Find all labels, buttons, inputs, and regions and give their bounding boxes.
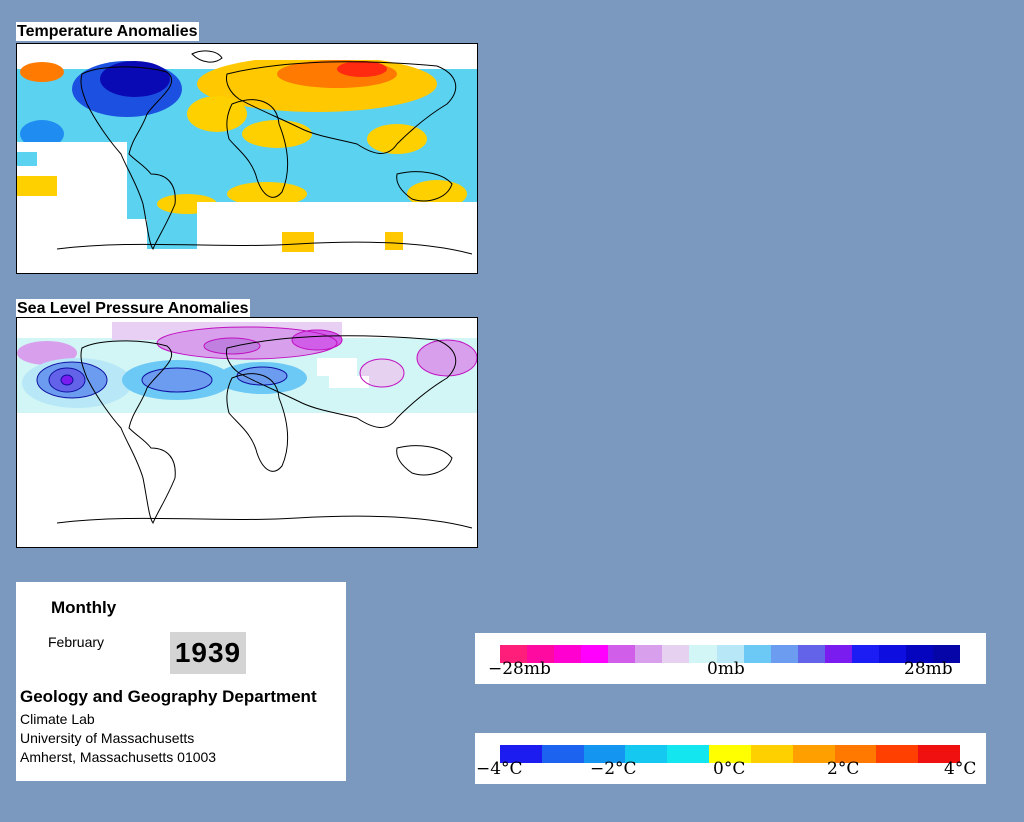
pressure-swatch bbox=[581, 645, 609, 663]
temperature-swatch bbox=[876, 745, 919, 763]
pressure-legend: −28mb 0mb 28mb bbox=[475, 633, 986, 684]
pressure-label-zero: 0mb bbox=[707, 659, 745, 679]
temperature-swatch bbox=[918, 745, 960, 763]
temperature-swatch bbox=[667, 745, 710, 763]
university-label: University of Massachusetts bbox=[20, 730, 195, 746]
period-label: Monthly bbox=[51, 598, 117, 617]
pressure-swatch bbox=[824, 645, 852, 663]
year-display: 1939 bbox=[170, 632, 246, 674]
pressure-swatch bbox=[500, 645, 528, 663]
pressure-swatch bbox=[554, 645, 582, 663]
pressure-swatch bbox=[743, 645, 771, 663]
temperature-label-zero: 0°C bbox=[713, 759, 746, 779]
pressure-color-scale bbox=[500, 645, 961, 663]
temperature-swatch bbox=[541, 745, 584, 763]
pressure-label-max: 28mb bbox=[904, 659, 953, 679]
temperature-swatch bbox=[709, 745, 751, 763]
pressure-swatch bbox=[608, 645, 636, 663]
temperature-swatch bbox=[583, 745, 626, 763]
pressure-map-svg bbox=[17, 318, 477, 547]
department-label: Geology and Geography Department bbox=[20, 687, 317, 706]
lab-label: Climate Lab bbox=[20, 711, 95, 727]
address-label: Amherst, Massachusetts 01003 bbox=[20, 749, 217, 765]
pressure-anomaly-map bbox=[16, 317, 478, 548]
pressure-swatch bbox=[851, 645, 879, 663]
pressure-swatch bbox=[770, 645, 798, 663]
pressure-swatch bbox=[933, 645, 961, 663]
month-label: February bbox=[48, 634, 105, 650]
pressure-swatch bbox=[635, 645, 663, 663]
temperature-swatch bbox=[792, 745, 835, 763]
pressure-label-min: −28mb bbox=[488, 659, 551, 679]
pressure-swatch bbox=[527, 645, 555, 663]
temperature-label-minus2: −2°C bbox=[590, 759, 637, 779]
pressure-swatch bbox=[689, 645, 717, 663]
temperature-label-plus4: 4°C bbox=[944, 759, 977, 779]
pressure-swatch bbox=[905, 645, 933, 663]
temperature-legend: −4°C −2°C 0°C 2°C 4°C bbox=[475, 733, 986, 784]
temperature-swatch bbox=[834, 745, 877, 763]
temperature-swatch bbox=[500, 745, 542, 763]
pressure-swatch bbox=[878, 645, 906, 663]
pressure-map-title: Sea Level Pressure Anomalies bbox=[16, 299, 250, 318]
temperature-map-svg bbox=[17, 44, 477, 273]
temperature-anomaly-map bbox=[16, 43, 478, 274]
temperature-swatch bbox=[625, 745, 668, 763]
temperature-map-title: Temperature Anomalies bbox=[16, 22, 199, 41]
temperature-label-minus4: −4°C bbox=[476, 759, 523, 779]
pressure-swatch bbox=[716, 645, 744, 663]
temperature-color-scale bbox=[500, 745, 960, 763]
pressure-swatch bbox=[662, 645, 690, 663]
pressure-swatch bbox=[797, 645, 825, 663]
temperature-swatch bbox=[750, 745, 793, 763]
info-panel: Monthly February 1939 Geology and Geogra… bbox=[16, 582, 346, 781]
temperature-label-plus2: 2°C bbox=[827, 759, 860, 779]
